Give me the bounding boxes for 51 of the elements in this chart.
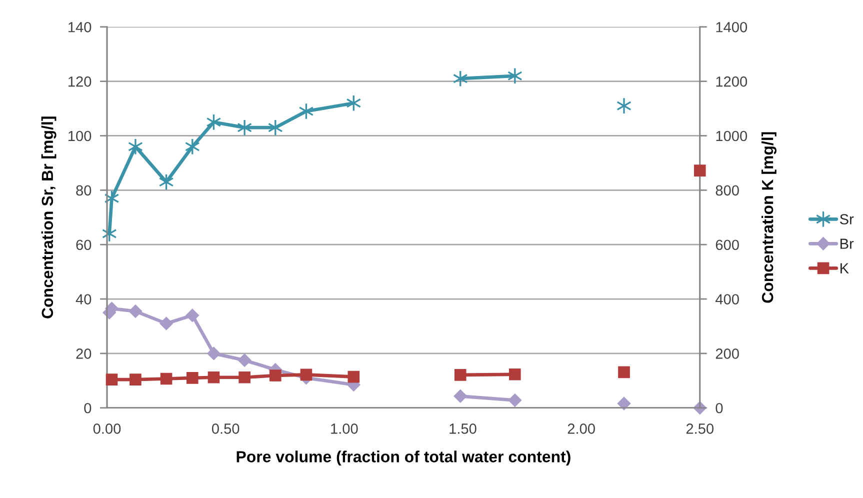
y-axis-title: Concentration Sr, Br [mg/l] <box>41 116 56 318</box>
point <box>208 371 220 384</box>
point <box>269 370 282 382</box>
point <box>186 372 198 384</box>
y-tick-label: 60 <box>76 240 92 250</box>
x-tick-label: 1.50 <box>450 424 476 434</box>
y-tick-label: 120 <box>68 76 92 87</box>
point <box>238 371 250 384</box>
point <box>616 97 632 114</box>
point <box>206 346 220 360</box>
y-tick-label: 40 <box>76 294 92 304</box>
point <box>300 368 312 381</box>
point <box>106 374 118 386</box>
point <box>454 369 466 381</box>
point <box>160 316 174 330</box>
point <box>454 389 468 403</box>
point <box>237 119 252 136</box>
x-tick-label: 2.50 <box>686 424 714 434</box>
point <box>128 304 142 318</box>
point <box>509 368 521 380</box>
y2-tick-label: 1000 <box>716 130 748 142</box>
point <box>186 308 200 322</box>
x-axis-title: Pore volume (fraction of total water content) <box>236 450 570 466</box>
y2-tick-label: 1400 <box>716 22 748 32</box>
point <box>238 354 252 367</box>
y2-tick-label: 600 <box>716 240 739 250</box>
legend-label: Sr <box>840 214 854 224</box>
y-tick-label: 0 <box>84 402 92 414</box>
legend-label: Br <box>840 238 854 249</box>
y2-tick-label: 400 <box>716 294 739 304</box>
y-tick-label: 80 <box>76 185 92 196</box>
point <box>128 138 143 156</box>
y2-tick-label: 800 <box>716 185 739 196</box>
point <box>508 394 522 407</box>
y2-tick-label: 1200 <box>716 76 748 87</box>
x-tick-label: 0.50 <box>212 424 240 434</box>
y-tick-label: 20 <box>76 348 92 359</box>
y2-tick-label: 200 <box>716 348 739 359</box>
x-tick-label: 0.00 <box>93 424 121 434</box>
y2-axis-title: Concentration K [mg/l] <box>762 132 776 303</box>
y-tick-label: 100 <box>68 130 92 142</box>
point <box>130 374 142 386</box>
y-tick-label: 140 <box>68 22 92 32</box>
x-tick-label: 1.00 <box>331 424 358 434</box>
x-tick-label: 2.00 <box>568 424 595 434</box>
y2-tick-label: 0 <box>716 402 723 414</box>
legend-label: K <box>840 263 849 274</box>
point <box>618 366 630 378</box>
point <box>160 372 172 385</box>
point <box>694 164 706 176</box>
point <box>348 370 360 383</box>
